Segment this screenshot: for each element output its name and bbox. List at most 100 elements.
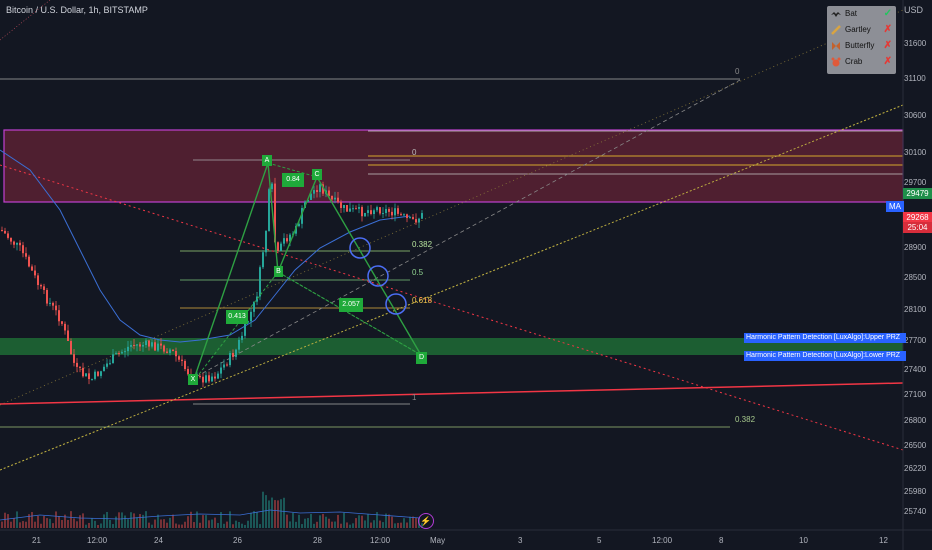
- time-label: 3: [518, 536, 523, 545]
- candle-body: [118, 353, 120, 355]
- check-icon: ✓: [883, 8, 892, 19]
- bat-icon: [831, 9, 841, 19]
- candle-body: [169, 349, 171, 353]
- volume-bar: [373, 520, 375, 528]
- volume-bar: [223, 523, 225, 528]
- candle-body: [328, 190, 330, 196]
- candle-body: [250, 311, 252, 322]
- candle-body: [130, 344, 132, 347]
- volume-bar: [100, 523, 102, 528]
- volume-bar: [226, 521, 228, 528]
- candle-body: [127, 346, 129, 352]
- candle-body: [412, 217, 414, 220]
- candle-body: [55, 305, 57, 311]
- candle-body: [388, 208, 390, 212]
- volume-bar: [73, 518, 75, 528]
- volume-bar: [328, 518, 330, 528]
- legend-label: Bat: [845, 9, 858, 18]
- candle-body: [235, 349, 237, 357]
- pattern-ac: [267, 162, 318, 178]
- candle-body: [319, 184, 321, 192]
- volume-bar: [76, 521, 78, 528]
- moving-average-line: [0, 149, 411, 343]
- price-tick: 28500: [904, 273, 927, 282]
- legend-label: Butterfly: [845, 41, 875, 50]
- volume-bar: [415, 517, 417, 528]
- candle-body: [298, 223, 300, 227]
- symbol-title[interactable]: Bitcoin / U.S. Dollar, 1h, BITSTAMP: [6, 5, 148, 15]
- volume-bar: [400, 522, 402, 528]
- volume-bar: [199, 522, 201, 528]
- candle-body: [181, 359, 183, 361]
- volume-bar: [367, 514, 369, 528]
- candle-body: [37, 275, 39, 286]
- pattern-point-b: B: [274, 266, 283, 277]
- candle-body: [313, 190, 315, 194]
- volume-bar: [22, 521, 24, 528]
- candle-body: [397, 208, 399, 214]
- candle-body: [85, 373, 87, 377]
- volume-bar: [268, 500, 270, 528]
- legend-row-crab[interactable]: Crab ✗: [830, 55, 894, 69]
- volume-bar: [229, 511, 231, 528]
- lightning-icon[interactable]: ⚡: [418, 513, 434, 529]
- pattern-legend[interactable]: Bat ✓ Gartley ✗ Butterfly ✗ Crab ✗: [827, 6, 896, 74]
- volume-bar: [385, 513, 387, 528]
- candle-body: [385, 208, 387, 214]
- candle-body: [88, 373, 90, 380]
- fib-label-0382: 0.382: [412, 240, 433, 249]
- candle-body: [256, 296, 258, 302]
- time-label: May: [430, 536, 446, 545]
- volume-bar: [304, 518, 306, 528]
- volume-bar: [292, 512, 294, 528]
- volume-bar: [244, 524, 246, 528]
- volume-bar: [148, 522, 150, 528]
- candle-body: [364, 212, 366, 217]
- candle-body: [379, 207, 381, 214]
- volume-bar: [160, 519, 162, 528]
- legend-row-gartley[interactable]: Gartley ✗: [830, 23, 894, 37]
- volume-bar: [64, 514, 66, 528]
- volume-bar: [88, 522, 90, 528]
- volume-bar: [214, 517, 216, 528]
- candle-body: [121, 352, 123, 354]
- candle-body: [289, 234, 291, 242]
- candle-body: [382, 213, 384, 215]
- candle-body: [79, 366, 81, 368]
- volume-bar: [79, 515, 81, 528]
- volume-bar: [232, 524, 234, 528]
- candle-body: [139, 344, 141, 347]
- candle-body: [163, 345, 165, 352]
- volume-bar: [202, 515, 204, 528]
- price-tick: 30600: [904, 111, 927, 120]
- lower-prz-label[interactable]: Harmonic Pattern Detection [LuxAlgo]:Low…: [744, 351, 906, 361]
- volume-bar: [178, 524, 180, 528]
- prz-circle-2: [367, 265, 389, 287]
- candle-body: [172, 349, 174, 351]
- legend-row-butterfly[interactable]: Butterfly ✗: [830, 39, 894, 53]
- volume-bar: [142, 514, 144, 528]
- volume-bar: [271, 497, 273, 528]
- candle-body: [340, 202, 342, 209]
- volume-bar: [127, 519, 129, 528]
- volume-bar: [7, 514, 9, 528]
- volume-bar: [37, 515, 39, 528]
- legend-row-bat[interactable]: Bat ✓: [830, 7, 894, 21]
- candle-body: [265, 230, 267, 253]
- volume-bar: [331, 521, 333, 528]
- upper-prz-label[interactable]: Harmonic Pattern Detection [LuxAlgo]:Upp…: [744, 333, 906, 343]
- time-label: 12:00: [652, 536, 673, 545]
- candle-body: [241, 335, 243, 340]
- fib-label-05: 0.5: [412, 268, 424, 277]
- candlestick-series: [1, 177, 423, 388]
- candle-body: [253, 301, 255, 312]
- candle-body: [358, 207, 360, 209]
- prz-zone: [0, 338, 903, 355]
- volume-bar: [220, 512, 222, 528]
- volume-bar: [382, 522, 384, 528]
- volume-bar: [412, 516, 414, 528]
- volume-bar: [151, 524, 153, 528]
- candle-body: [145, 340, 147, 346]
- volume-bar: [322, 513, 324, 528]
